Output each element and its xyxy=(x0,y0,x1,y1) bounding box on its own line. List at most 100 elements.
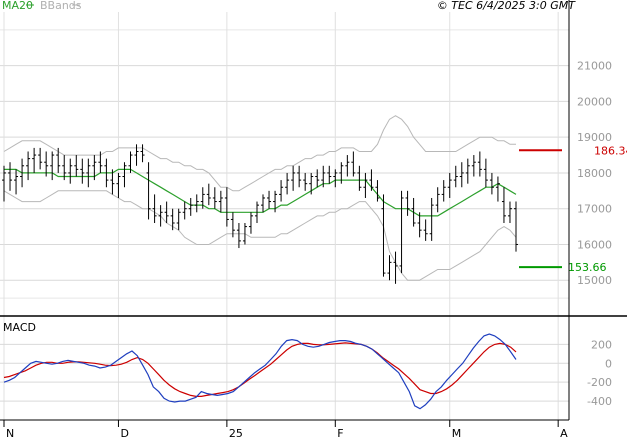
ohlc-bar xyxy=(291,165,296,191)
ohlc-bar xyxy=(351,151,356,177)
ohlc-bar xyxy=(309,172,314,195)
signal-line xyxy=(3,342,517,397)
ohlc-bar xyxy=(122,162,127,188)
ohlc-bar xyxy=(483,158,488,188)
x-tick-label: M xyxy=(452,427,462,440)
macd-line xyxy=(3,333,517,410)
ohlc-bar xyxy=(20,158,25,188)
ohlc-bar xyxy=(182,201,187,220)
ohlc-bar xyxy=(140,144,145,163)
ohlc-bar xyxy=(489,172,494,195)
ohlc-bar xyxy=(152,194,157,224)
ohlc-bar xyxy=(453,165,458,188)
macd-y-axis: 200 0 -200 -400 xyxy=(587,338,612,408)
ohlc-bar xyxy=(447,172,452,198)
ohlc-bar xyxy=(74,155,79,177)
ma20-line xyxy=(4,168,517,217)
price-tick-label: 20000 xyxy=(577,95,612,108)
price-tick-label: 17000 xyxy=(577,203,612,216)
ohlc-bars xyxy=(2,144,518,284)
legend-bbands-label: BBands xyxy=(40,0,82,12)
ohlc-bar xyxy=(164,201,169,224)
ohlc-bar xyxy=(98,151,103,173)
ohlc-bar xyxy=(176,208,181,231)
ohlc-bar xyxy=(423,219,428,241)
macd-tick-label: -200 xyxy=(587,376,612,389)
macd-tick-label: 0 xyxy=(605,357,612,370)
ohlc-bar xyxy=(363,172,368,198)
ohlc-bar xyxy=(285,172,290,195)
ohlc-bar xyxy=(339,162,344,184)
ohlc-bar xyxy=(236,223,241,249)
ohlc-bar xyxy=(501,187,506,224)
ohlc-bar xyxy=(405,190,410,216)
chart-timestamp: © TEC 6/4/2025 3:0 GMT xyxy=(437,0,576,12)
ohlc-bar xyxy=(345,155,350,177)
ohlc-bar xyxy=(128,151,133,173)
ohlc-bar xyxy=(369,169,374,191)
ohlc-bar xyxy=(134,144,139,166)
ohlc-bar xyxy=(261,194,266,213)
ohlc-bar xyxy=(248,212,253,234)
ohlc-bar xyxy=(357,165,362,191)
ohlc-bar xyxy=(38,147,43,170)
ma20-line-group xyxy=(4,168,517,217)
ohlc-bar xyxy=(321,165,326,188)
macd-lines xyxy=(3,333,517,410)
ohlc-bar xyxy=(188,197,193,216)
ohlc-bar xyxy=(2,165,6,202)
price-tick-label: 15000 xyxy=(577,274,612,287)
ohlc-bar xyxy=(26,151,31,181)
ohlc-bar xyxy=(218,190,223,213)
ohlc-bar xyxy=(459,162,464,188)
ohlc-bar xyxy=(273,190,278,213)
ohlc-bar xyxy=(62,155,67,181)
ohlc-bar xyxy=(471,155,476,177)
ohlc-bar xyxy=(44,151,49,177)
macd-tick-label: 200 xyxy=(591,338,612,351)
x-tick-label: A xyxy=(560,427,568,440)
ohlc-bar xyxy=(333,169,338,188)
ohlc-bar xyxy=(327,165,332,184)
ohlc-bar xyxy=(399,190,404,274)
ohlc-bar xyxy=(429,197,434,241)
ohlc-bar xyxy=(104,158,109,188)
macd-title: MACD xyxy=(3,321,36,334)
ohlc-bar xyxy=(465,158,470,184)
ohlc-bar xyxy=(14,169,19,195)
ohlc-bar xyxy=(267,190,272,209)
chart-legend: MA20 BBands xyxy=(2,0,82,12)
ohlc-bar xyxy=(279,180,284,202)
ohlc-bar xyxy=(417,212,422,238)
ohlc-bar xyxy=(514,201,518,252)
x-tick-label: N xyxy=(6,427,14,440)
ohlc-bar xyxy=(230,212,235,238)
x-tick-label: 25 xyxy=(229,427,243,440)
price-tick-label: 18000 xyxy=(577,167,612,180)
ohlc-bar xyxy=(411,197,416,227)
ohlc-bar xyxy=(303,172,308,191)
ohlc-bar xyxy=(170,208,175,231)
ohlc-bar xyxy=(206,183,211,206)
bollinger-bands xyxy=(3,115,517,281)
ohlc-bar xyxy=(254,201,259,224)
ohlc-bar xyxy=(315,169,320,188)
price-tick-label: 21000 xyxy=(577,60,612,73)
ohlc-bar xyxy=(8,162,13,191)
bbands-upper-line xyxy=(3,115,516,192)
ohlc-bar xyxy=(375,180,380,202)
ohlc-bar xyxy=(387,255,392,281)
ohlc-bar xyxy=(297,165,302,188)
ohlc-bar xyxy=(80,158,85,184)
ohlc-bar xyxy=(68,158,73,184)
ohlc-bar xyxy=(200,187,205,209)
ohlc-bar xyxy=(146,162,151,220)
macd-tick-label: -400 xyxy=(587,395,612,408)
ohlc-bar xyxy=(381,194,386,277)
ohlc-bar xyxy=(507,201,512,224)
ohlc-bar xyxy=(32,147,37,173)
ohlc-bar xyxy=(92,155,97,181)
ohlc-bar xyxy=(50,151,55,181)
x-tick-label: F xyxy=(337,427,343,440)
